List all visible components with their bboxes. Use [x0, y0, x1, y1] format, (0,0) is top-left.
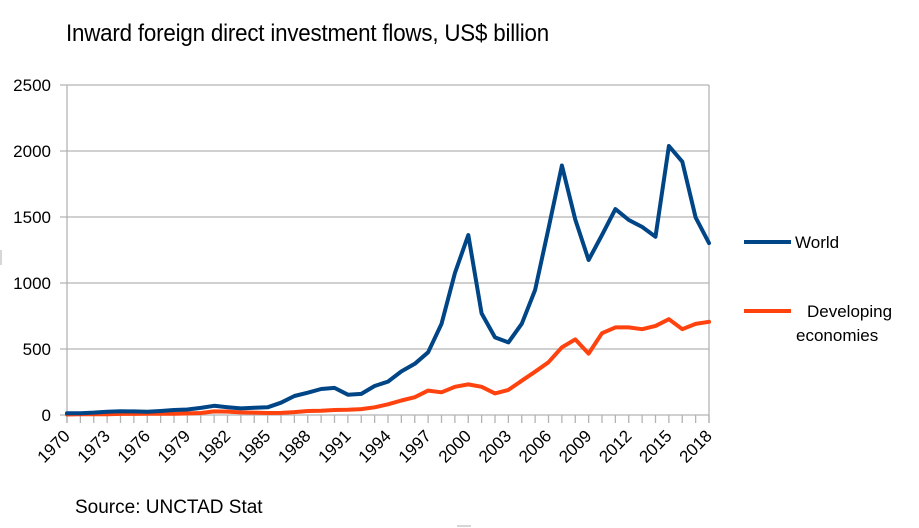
- x-tick-label: 2006: [515, 426, 555, 466]
- y-tick-label: 1500: [13, 208, 51, 227]
- edge-artifact: [457, 525, 471, 527]
- chart-title: Inward foreign direct investment flows, …: [66, 20, 550, 47]
- x-tick-label: 2015: [636, 426, 676, 466]
- x-tick-label: 2009: [555, 426, 595, 466]
- x-tick-label: 2000: [435, 426, 475, 466]
- x-tick-label: 2012: [595, 426, 635, 466]
- edge-artifact: [0, 250, 2, 265]
- legend: World Developing economies: [744, 233, 892, 345]
- y-tick-label: 1000: [13, 274, 51, 293]
- x-tick-label: 2003: [475, 426, 515, 466]
- series-line-developing-economies: [65, 317, 711, 417]
- legend-label: Developing: [807, 302, 892, 321]
- y-tick-label: 2000: [13, 142, 51, 161]
- x-tick-label: 1979: [154, 426, 194, 466]
- x-tick-label: 1982: [194, 426, 234, 466]
- gridlines: [60, 84, 709, 416]
- legend-label: economies: [796, 326, 878, 345]
- x-tick-label: 1985: [234, 426, 274, 466]
- y-tick-label: 2500: [13, 76, 51, 95]
- x-tick-label: 1988: [274, 426, 314, 466]
- x-tick-label: 1991: [315, 426, 355, 466]
- x-tick-label: 2018: [676, 426, 716, 466]
- x-tick-label: 1976: [114, 426, 154, 466]
- chart-source-note: Source: UNCTAD Stat: [75, 497, 263, 518]
- y-tick-label: 500: [23, 340, 51, 359]
- y-tick-label: 0: [42, 406, 51, 425]
- x-tick-label: 1970: [34, 426, 74, 466]
- legend-label: World: [795, 233, 839, 252]
- series-lines: [65, 144, 711, 417]
- series-line-world: [65, 144, 711, 416]
- x-tick-label: 1994: [355, 426, 395, 466]
- x-tick-label: 1997: [395, 426, 435, 466]
- x-tick-label: 1973: [74, 426, 114, 466]
